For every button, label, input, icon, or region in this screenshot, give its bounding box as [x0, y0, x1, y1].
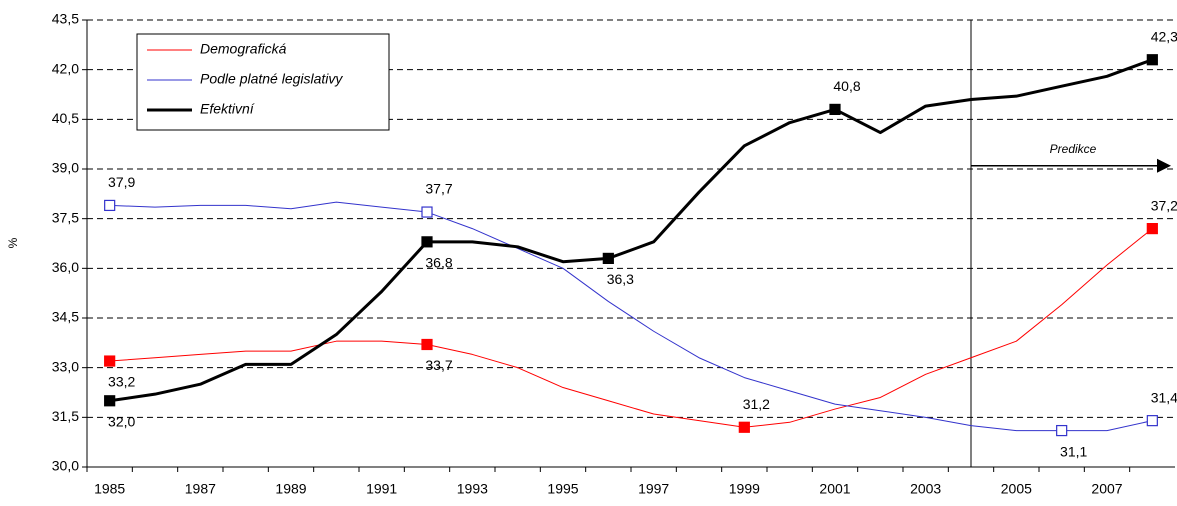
legend-label: Efektivní — [200, 101, 256, 117]
data-label: 31,1 — [1060, 443, 1087, 459]
x-tick-label: 1999 — [729, 481, 760, 497]
series-line — [109, 201, 1153, 432]
x-tick-label: 1995 — [547, 481, 578, 497]
data-label: 37,7 — [425, 181, 452, 197]
y-tick-label: 37,5 — [52, 209, 79, 225]
legend-label: Podle platné legislativy — [200, 71, 343, 87]
data-label: 32,0 — [108, 413, 135, 429]
x-tick-label: 2007 — [1091, 481, 1122, 497]
point-marker — [421, 236, 433, 248]
x-tick-label: 2003 — [910, 481, 941, 497]
annotation: Predikce — [1050, 142, 1097, 156]
point-marker — [602, 252, 614, 264]
y-tick-label: 31,5 — [52, 408, 79, 424]
data-label: 37,2 — [1151, 197, 1177, 213]
point-marker — [1146, 54, 1158, 66]
x-tick-label: 1993 — [457, 481, 488, 497]
data-label: 40,8 — [833, 78, 860, 94]
x-tick-label: 1997 — [638, 481, 669, 497]
point-marker — [104, 199, 116, 212]
point-marker — [738, 421, 750, 433]
y-tick-label: 42,0 — [52, 60, 79, 76]
point-marker — [421, 338, 433, 351]
point-marker — [104, 395, 116, 407]
x-tick-label: 2005 — [1001, 481, 1032, 497]
series-line — [109, 228, 1153, 428]
y-axis-label: % — [6, 237, 20, 248]
point-marker — [1056, 424, 1068, 437]
legend-label: Demografická — [200, 41, 287, 57]
point-marker — [1146, 223, 1158, 235]
data-label: 37,9 — [108, 174, 135, 190]
data-label: 36,3 — [607, 271, 634, 287]
y-tick-label: 30,0 — [52, 458, 79, 474]
data-label: 42,3 — [1151, 28, 1177, 44]
x-tick-label: 1991 — [366, 481, 397, 497]
point-marker — [829, 103, 841, 116]
y-tick-label: 34,5 — [52, 309, 79, 325]
data-label: 31,2 — [743, 396, 770, 412]
x-tick-label: 1985 — [94, 481, 125, 497]
forecast-arrowhead — [1157, 158, 1171, 173]
data-label: 36,8 — [425, 255, 452, 271]
point-marker — [421, 206, 433, 218]
y-tick-label: 36,0 — [52, 259, 79, 275]
y-tick-label: 43,5 — [52, 11, 79, 27]
x-tick-label: 2001 — [819, 481, 850, 497]
point-marker — [1146, 415, 1158, 427]
point-marker — [104, 355, 116, 367]
x-tick-label: 1987 — [185, 481, 216, 497]
y-tick-label: 33,0 — [52, 358, 79, 374]
data-label: 31,4 — [1151, 389, 1177, 405]
data-label: 33,7 — [425, 357, 452, 373]
y-tick-label: 40,5 — [52, 110, 79, 126]
series-line — [109, 58, 1153, 403]
data-label: 33,2 — [108, 374, 135, 390]
x-tick-label: 1989 — [275, 481, 306, 497]
y-tick-label: 39,0 — [52, 160, 79, 176]
